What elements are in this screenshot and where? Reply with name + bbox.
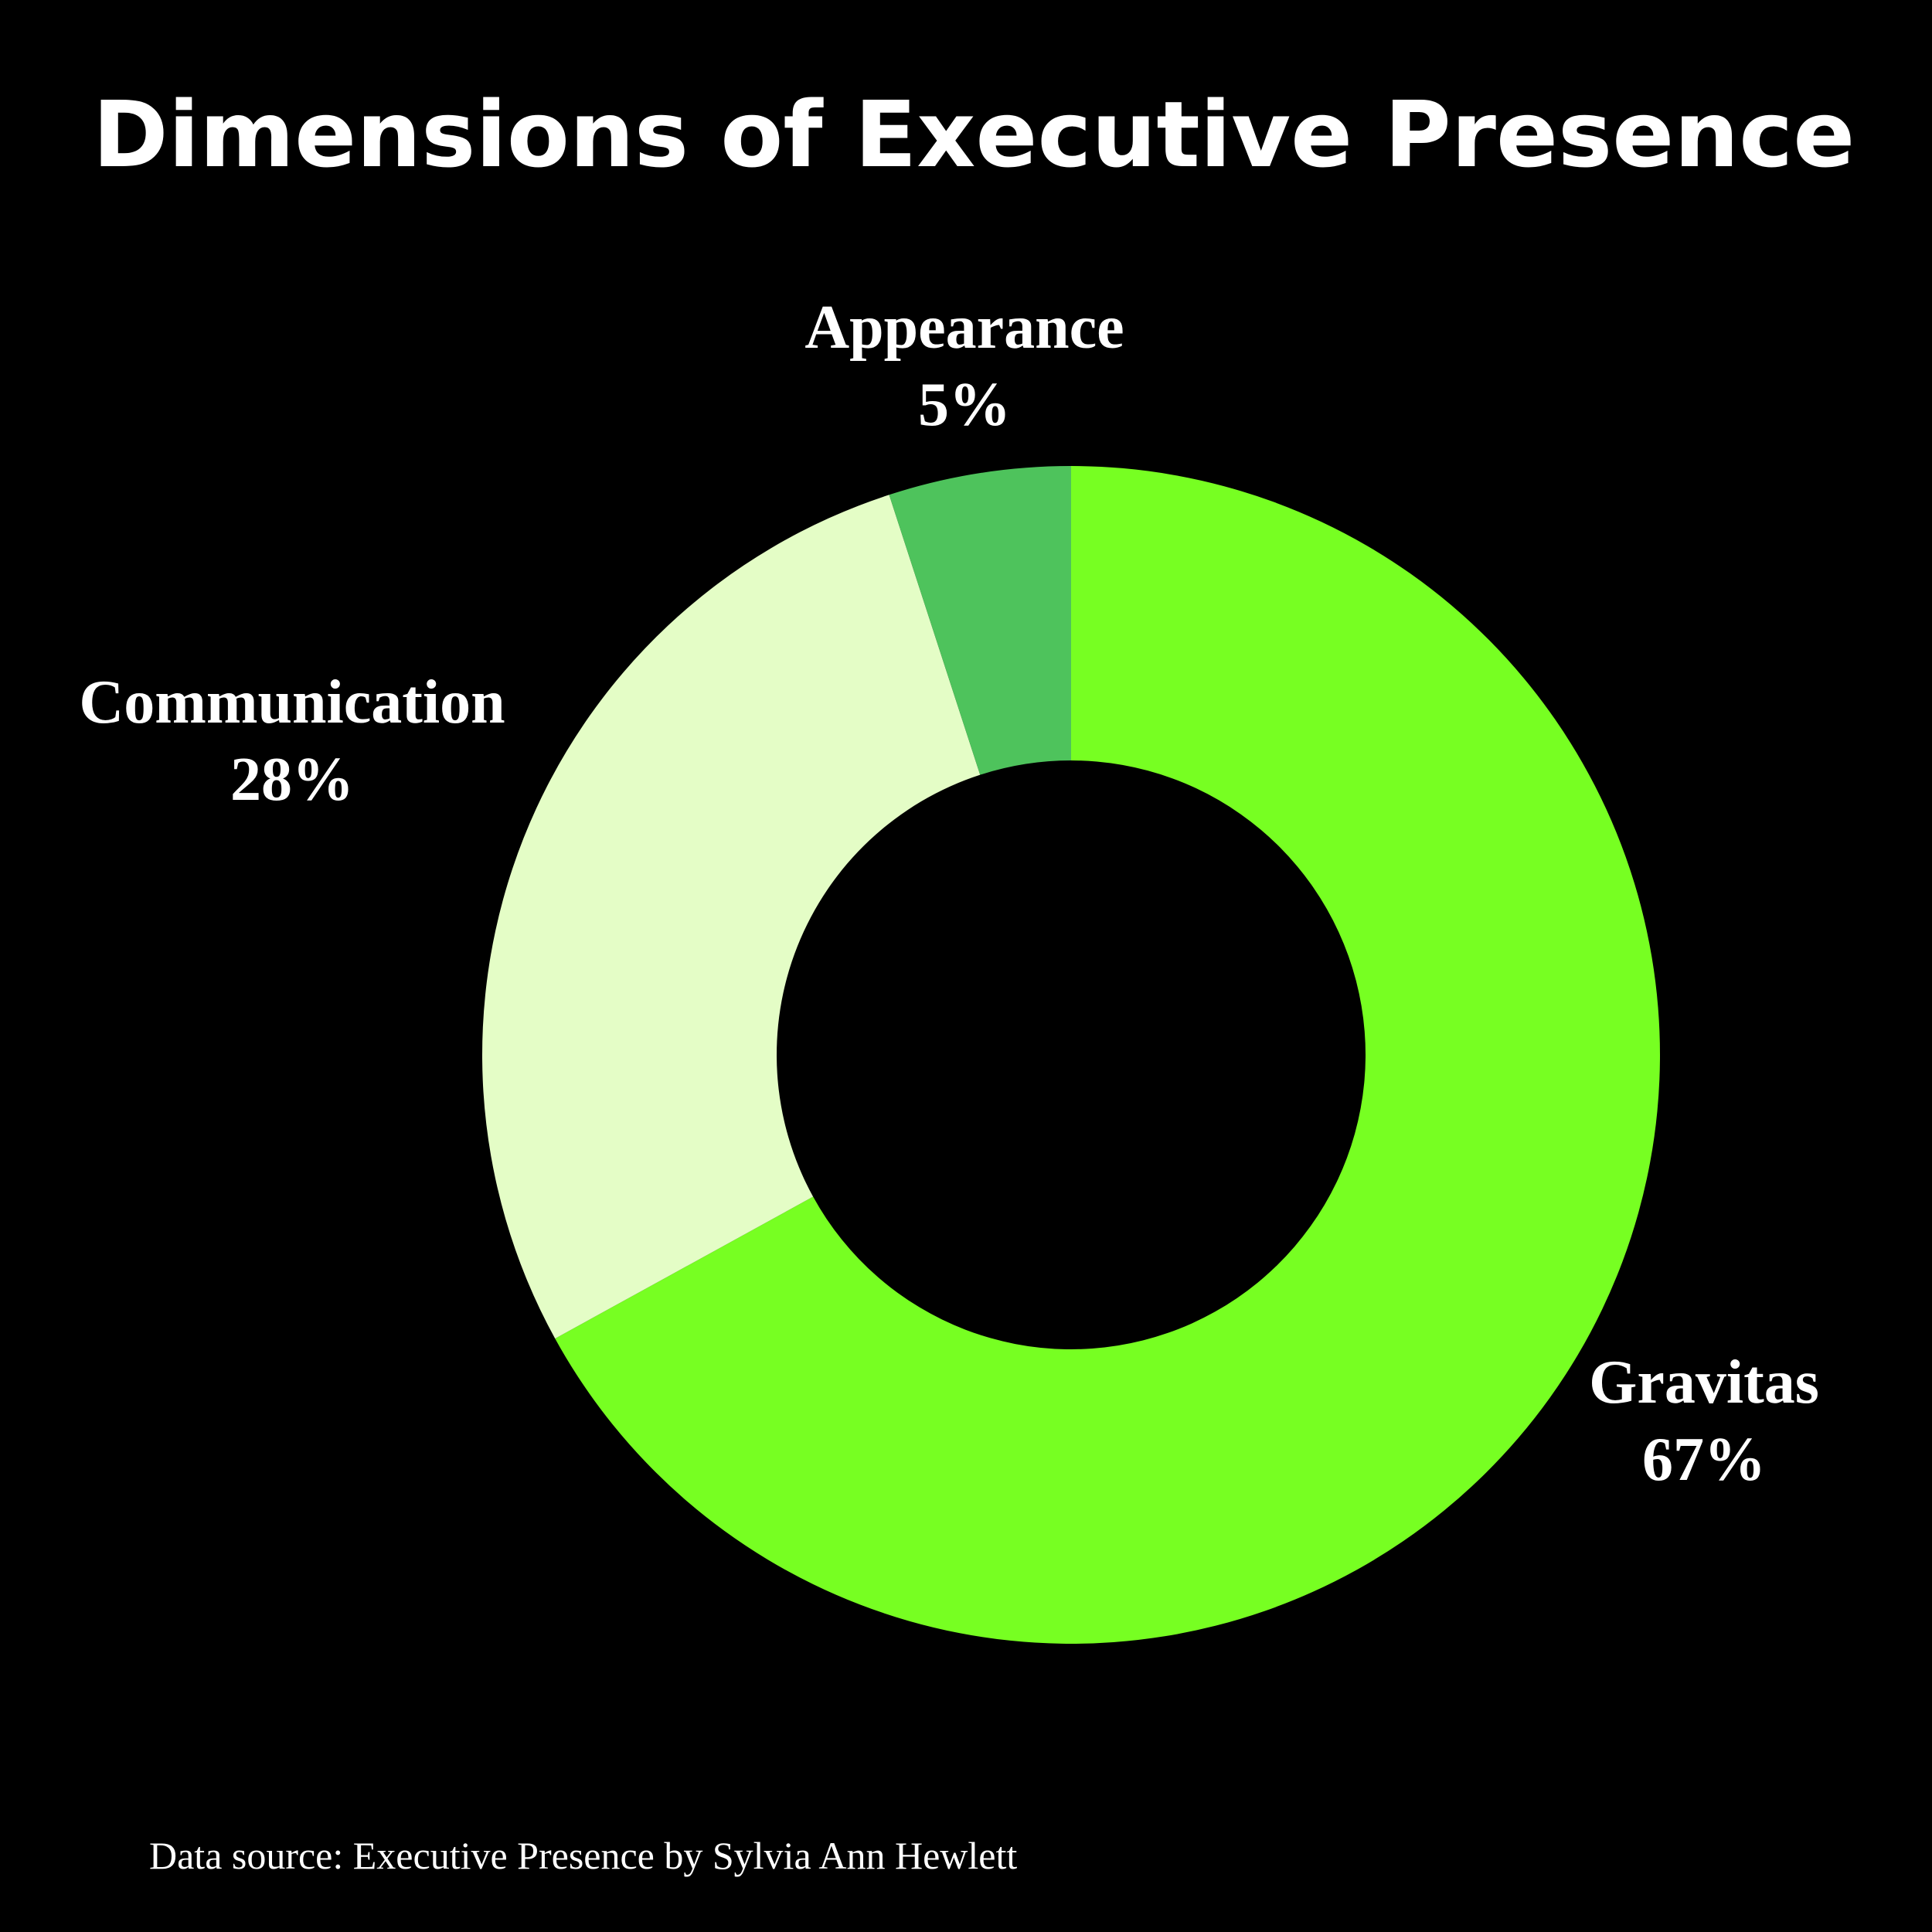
slice-value-gravitas: 67% bbox=[1642, 1426, 1766, 1494]
donut-slices bbox=[482, 466, 1661, 1644]
slice-label-appearance: Appearance bbox=[804, 294, 1124, 362]
slice-label-gravitas: Gravitas bbox=[1589, 1349, 1819, 1417]
slice-value-appearance: 5% bbox=[918, 371, 1011, 439]
slice-appearance bbox=[889, 466, 1071, 775]
slice-gravitas bbox=[555, 466, 1661, 1644]
chart-title: Dimensions of Executive Presence bbox=[93, 81, 1855, 188]
slice-labels: Gravitas 67% Communication 28% Appearance 5% bbox=[79, 294, 1818, 1494]
slice-value-communication: 28% bbox=[230, 746, 354, 814]
slice-communication bbox=[482, 495, 981, 1339]
slice-label-communication: Communication bbox=[79, 668, 505, 736]
data-source-note: Data source: Executive Presence by Sylvi… bbox=[149, 1834, 1017, 1877]
